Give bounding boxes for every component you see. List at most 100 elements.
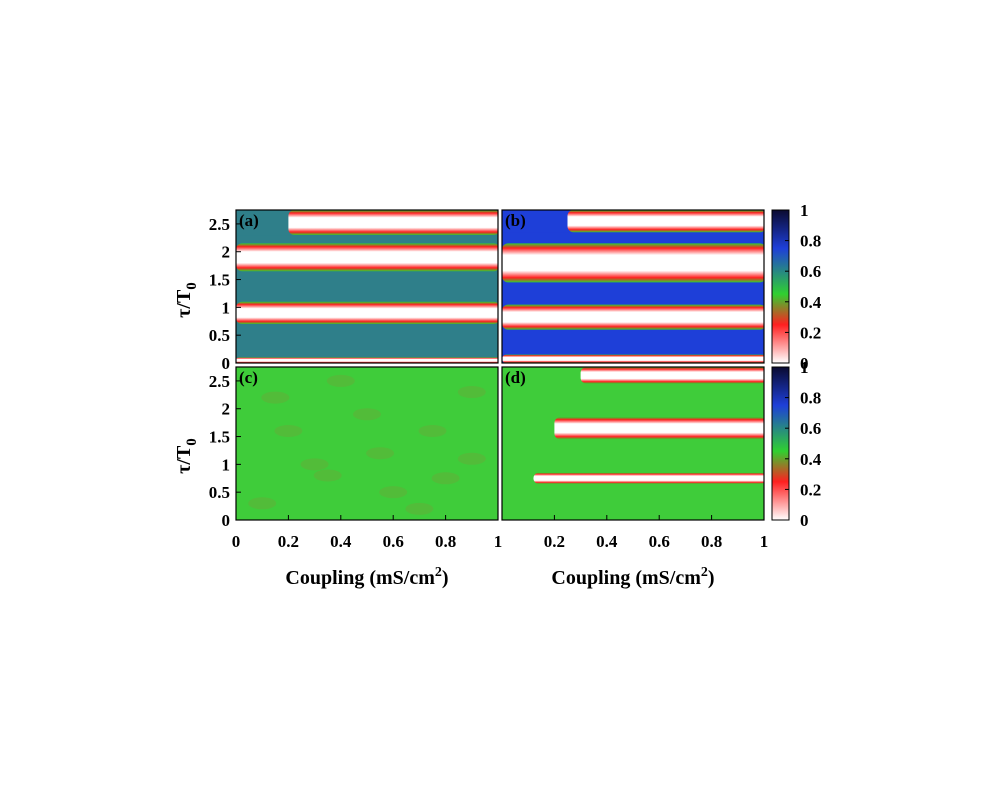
y-ticks-c: 0 0.5 1 1.5 2 2.5 (209, 372, 241, 530)
frame-c (235, 366, 499, 521)
x-label-d-main: Coupling (mS/cm (551, 567, 701, 589)
heatmap-patch (379, 486, 408, 499)
y-tick-label: 2 (222, 400, 231, 419)
colorbar-tick-label: 0 (800, 354, 809, 373)
heatmap-panel-c (236, 367, 498, 520)
heatmap-patch (248, 497, 277, 510)
colorbar-bottom (771, 366, 790, 521)
y-axis-label-c: τ/T0 (173, 438, 200, 474)
x-ticks-c: 0 0.2 0.4 0.6 0.8 1 (232, 515, 503, 551)
y-axis-label-a: τ/T0 (173, 282, 200, 318)
panel-label-d: (d) (505, 368, 526, 387)
y-tick-label: 0.5 (209, 483, 230, 502)
heatmap-panel-d (502, 367, 764, 520)
heatmap-patch (274, 424, 303, 437)
colorbar-top (771, 209, 790, 364)
x-tick-label: 0.4 (330, 532, 352, 551)
heatmap-zone (236, 324, 498, 358)
heatmap-zone (502, 329, 764, 355)
y-tick-label: 2.5 (209, 215, 230, 234)
colorbar-tick-label: 0.2 (800, 480, 821, 499)
y-ticks-a: 0 0.5 1 1.5 2 2.5 (209, 215, 241, 373)
heatmap-panel-b (502, 210, 764, 363)
x-tick-label: 0.8 (701, 532, 722, 551)
frame-a (235, 209, 499, 364)
frame-d (501, 366, 765, 521)
x-tick-label: 0.6 (649, 532, 670, 551)
x-ticks-d: 0.2 0.4 0.6 0.8 1 (544, 515, 768, 551)
colorbar-tick-label: 0.4 (800, 293, 822, 312)
heatmap-zone (236, 235, 498, 244)
heatmap-band (502, 354, 764, 363)
y-tick-label: 0.5 (209, 326, 230, 345)
heatmap-band (236, 243, 498, 272)
heatmap-band (236, 357, 498, 363)
y-label-c-sub: 0 (184, 438, 200, 446)
heatmap-patch (457, 452, 486, 465)
heatmap-zone (502, 232, 764, 244)
heatmap-patch (353, 408, 381, 421)
x-tick-label: 0.4 (596, 532, 618, 551)
heatmap-background (502, 367, 764, 520)
panel-label-a: (a) (239, 211, 259, 230)
heatmap-band (533, 472, 764, 484)
heatmap-patch (326, 374, 355, 387)
x-label-c-end: ) (442, 567, 449, 589)
x-label-c-sup: 2 (435, 565, 442, 580)
x-tick-label: 0 (232, 532, 241, 551)
heatmap-patch (405, 502, 434, 515)
y-tick-label: 2.5 (209, 372, 230, 391)
heatmap-zone (236, 271, 498, 302)
y-tick-label: 1.5 (209, 428, 230, 447)
panel-label-b: (b) (505, 211, 526, 230)
x-tick-label: 0.6 (383, 532, 404, 551)
y-tick-label: 0 (222, 511, 231, 530)
y-tick-label: 0 (222, 354, 231, 373)
heatmap-patch (366, 447, 395, 460)
heatmap-band (580, 367, 764, 384)
colorbar-tick-label: 1 (800, 358, 809, 377)
heatmap-patch (261, 391, 290, 404)
x-label-d-sup: 2 (701, 565, 708, 580)
heatmap-zone (502, 282, 764, 305)
heatmap-band (502, 243, 764, 283)
y-tick-label: 1.5 (209, 271, 230, 290)
y-tick-label: 1 (222, 298, 231, 317)
heatmap-band (502, 304, 764, 330)
x-tick-label: 1 (760, 532, 769, 551)
colorbar-ticks-bottom: 0 0.2 0.4 0.6 0.8 1 (785, 358, 822, 530)
x-label-d-end: ) (708, 567, 715, 589)
colorbar-tick-label: 0.8 (800, 232, 821, 251)
colorbar-tick-label: 0.8 (800, 389, 821, 408)
heatmap-patch (431, 472, 460, 485)
colorbar-tick-label: 0.4 (800, 450, 822, 469)
colorbar-tick-label: 0.6 (800, 262, 821, 281)
colorbar-tick-label: 0 (800, 511, 809, 530)
heatmap-band (554, 417, 764, 440)
colorbar-ticks-top: 0 0.2 0.4 0.6 0.8 1 (785, 201, 822, 373)
x-tick-label: 1 (494, 532, 503, 551)
heatmap-panel-a (236, 210, 498, 363)
heatmap-patch (300, 458, 329, 471)
heatmap-patch (457, 386, 486, 399)
frame-b (501, 209, 765, 364)
y-tick-label: 1 (222, 455, 231, 474)
colorbar-tick-label: 0.2 (800, 323, 821, 342)
heatmap-band (567, 210, 764, 233)
colorbar-tick-label: 1 (800, 201, 809, 220)
x-axis-label-c: Coupling (mS/cm2) (285, 565, 448, 589)
heatmap-background (236, 367, 498, 520)
x-tick-label: 0.2 (544, 532, 565, 551)
y-tick-label: 2 (222, 243, 231, 262)
x-axis-label-d: Coupling (mS/cm2) (551, 565, 714, 589)
x-tick-label: 0.8 (435, 532, 456, 551)
x-tick-label: 0.2 (278, 532, 299, 551)
heatmap-patch (313, 469, 342, 482)
x-label-c-main: Coupling (mS/cm (285, 567, 435, 589)
y-label-a-main: τ/T (173, 289, 195, 318)
heatmap-band (288, 210, 498, 236)
heatmap-band (236, 301, 498, 325)
y-label-c-main: τ/T (173, 445, 195, 474)
panel-label-c: (c) (239, 368, 258, 387)
